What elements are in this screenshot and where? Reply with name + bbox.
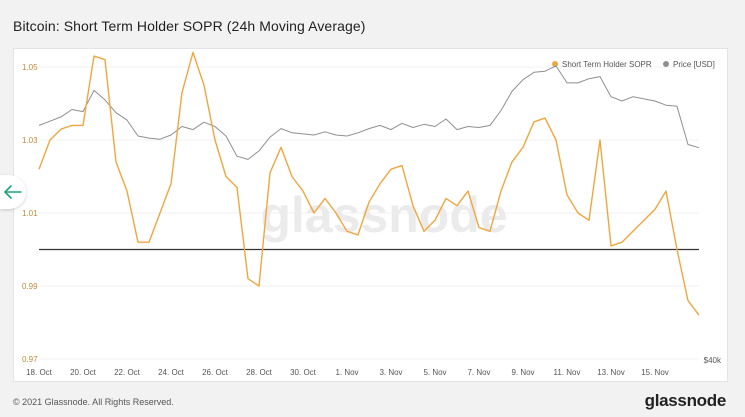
x-tick-label: 9. Nov xyxy=(511,368,534,377)
legend-sopr-label: Short Term Holder SOPR xyxy=(562,60,652,69)
y-tick-label: 1.03 xyxy=(22,136,38,145)
copyright: © 2021 Glassnode. All Rights Reserved. xyxy=(13,397,174,407)
watermark: glassnode xyxy=(260,187,507,243)
price-line xyxy=(38,65,700,160)
x-tick-label: 20. Oct xyxy=(70,368,97,377)
x-tick-label: 3. Nov xyxy=(379,368,402,377)
x-tick-label: 28. Oct xyxy=(246,368,273,377)
sopr-price-chart: glassnode Short Term Holder SOPR Price [… xyxy=(22,51,722,377)
back-arrow-button[interactable] xyxy=(0,175,26,209)
arrow-left-icon xyxy=(4,185,22,199)
chart-panel: glassnode Short Term Holder SOPR Price [… xyxy=(13,48,728,382)
legend-price-marker xyxy=(663,61,669,67)
y-tick-label: 0.99 xyxy=(22,282,38,291)
x-tick-label: 18. Oct xyxy=(26,368,53,377)
x-axis: 18. Oct 20. Oct 22. Oct 24. Oct 26. Oct 28. O… xyxy=(26,368,669,377)
legend-sopr-marker xyxy=(552,61,558,67)
series-lines xyxy=(38,51,700,316)
x-tick-label: 11. Nov xyxy=(554,368,581,377)
x-tick-label: 5. Nov xyxy=(423,368,446,377)
x-tick-label: 1. Nov xyxy=(335,368,358,377)
y-axis-left: 1.05 1.03 1.01 0.99 0.97 xyxy=(22,63,38,364)
x-tick-label: 24. Oct xyxy=(158,368,185,377)
x-tick-label: 15. Nov xyxy=(641,368,669,377)
page-title: Bitcoin: Short Term Holder SOPR (24h Mov… xyxy=(13,18,366,34)
y-tick-label: 1.01 xyxy=(22,209,38,218)
y-tick-label: 1.05 xyxy=(22,63,38,72)
y-tick-label: 0.97 xyxy=(22,355,38,364)
sopr-line xyxy=(38,51,700,316)
x-tick-label: 30. Oct xyxy=(290,368,317,377)
brand-logo: glassnode xyxy=(644,391,727,410)
y-right-tick-label: $40k xyxy=(704,356,722,365)
x-tick-label: 13. Nov xyxy=(597,368,625,377)
grid-lines xyxy=(39,66,699,360)
x-tick-label: 22. Oct xyxy=(114,368,141,377)
x-tick-label: 26. Oct xyxy=(202,368,229,377)
legend-price-label: Price [USD] xyxy=(673,60,715,69)
legend: Short Term Holder SOPR Price [USD] xyxy=(552,60,715,69)
x-tick-label: 7. Nov xyxy=(467,368,490,377)
